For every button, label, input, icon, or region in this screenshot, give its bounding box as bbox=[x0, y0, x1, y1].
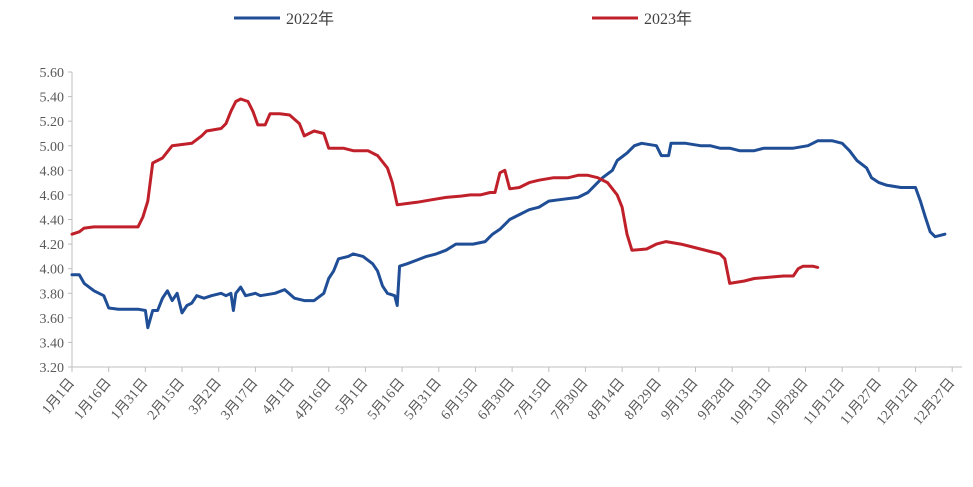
x-tick-label: 6月15日 bbox=[438, 375, 482, 423]
y-tick-label: 4.00 bbox=[40, 263, 65, 278]
legend-label-1: 2022年 bbox=[286, 10, 334, 28]
y-tick-label: 5.60 bbox=[40, 66, 65, 81]
legend: 2022年 2023年 bbox=[234, 10, 692, 28]
x-tick-label: 7月30日 bbox=[548, 375, 592, 423]
x-tick-label: 5月16日 bbox=[364, 375, 408, 423]
x-tick-label: 4月1日 bbox=[259, 375, 298, 417]
legend-label-2: 2023年 bbox=[644, 10, 692, 28]
y-tick-label: 4.60 bbox=[40, 189, 65, 204]
x-tick-label: 7月15日 bbox=[511, 375, 555, 423]
x-tick-label: 5月1日 bbox=[332, 375, 371, 417]
y-tick-label: 3.80 bbox=[40, 287, 65, 302]
y-tick-label: 5.00 bbox=[40, 140, 65, 155]
x-tick-label: 1月1日 bbox=[39, 375, 78, 417]
series-line-1 bbox=[70, 139, 947, 330]
x-axis: 1月1日1月16日1月31日2月15日3月2日3月17日4月1日4月16日5月1… bbox=[39, 366, 962, 428]
y-tick-label: 4.40 bbox=[40, 214, 65, 229]
x-tick-label: 1月16日 bbox=[71, 375, 115, 423]
y-tick-label: 3.40 bbox=[40, 336, 65, 351]
y-tick-label: 4.80 bbox=[40, 164, 65, 179]
x-tick-label: 1月31日 bbox=[108, 375, 152, 423]
y-tick-label: 3.60 bbox=[40, 312, 65, 327]
series-line-2 bbox=[70, 97, 820, 285]
x-tick-label: 8月29日 bbox=[621, 375, 665, 423]
x-tick-label: 3月2日 bbox=[186, 375, 225, 417]
y-tick-label: 4.20 bbox=[40, 238, 65, 253]
x-tick-label: 6月30日 bbox=[474, 375, 518, 423]
x-tick-label: 8月14日 bbox=[584, 375, 628, 423]
x-tick-label: 9月13日 bbox=[658, 375, 702, 423]
x-tick-label: 2月15日 bbox=[144, 375, 188, 423]
y-tick-label: 3.20 bbox=[40, 361, 65, 376]
x-tick-label: 4月16日 bbox=[291, 375, 335, 423]
x-tick-label: 3月17日 bbox=[218, 375, 262, 423]
y-tick-label: 5.20 bbox=[40, 115, 65, 130]
x-tick-label: 5月31日 bbox=[401, 375, 445, 423]
series-group bbox=[70, 97, 947, 330]
y-axis: 3.20 3.40 3.60 3.80 4.00 4.20 4.40 4.60 4.80 5.00… bbox=[40, 66, 73, 376]
y-tick-label: 5.40 bbox=[40, 91, 65, 106]
